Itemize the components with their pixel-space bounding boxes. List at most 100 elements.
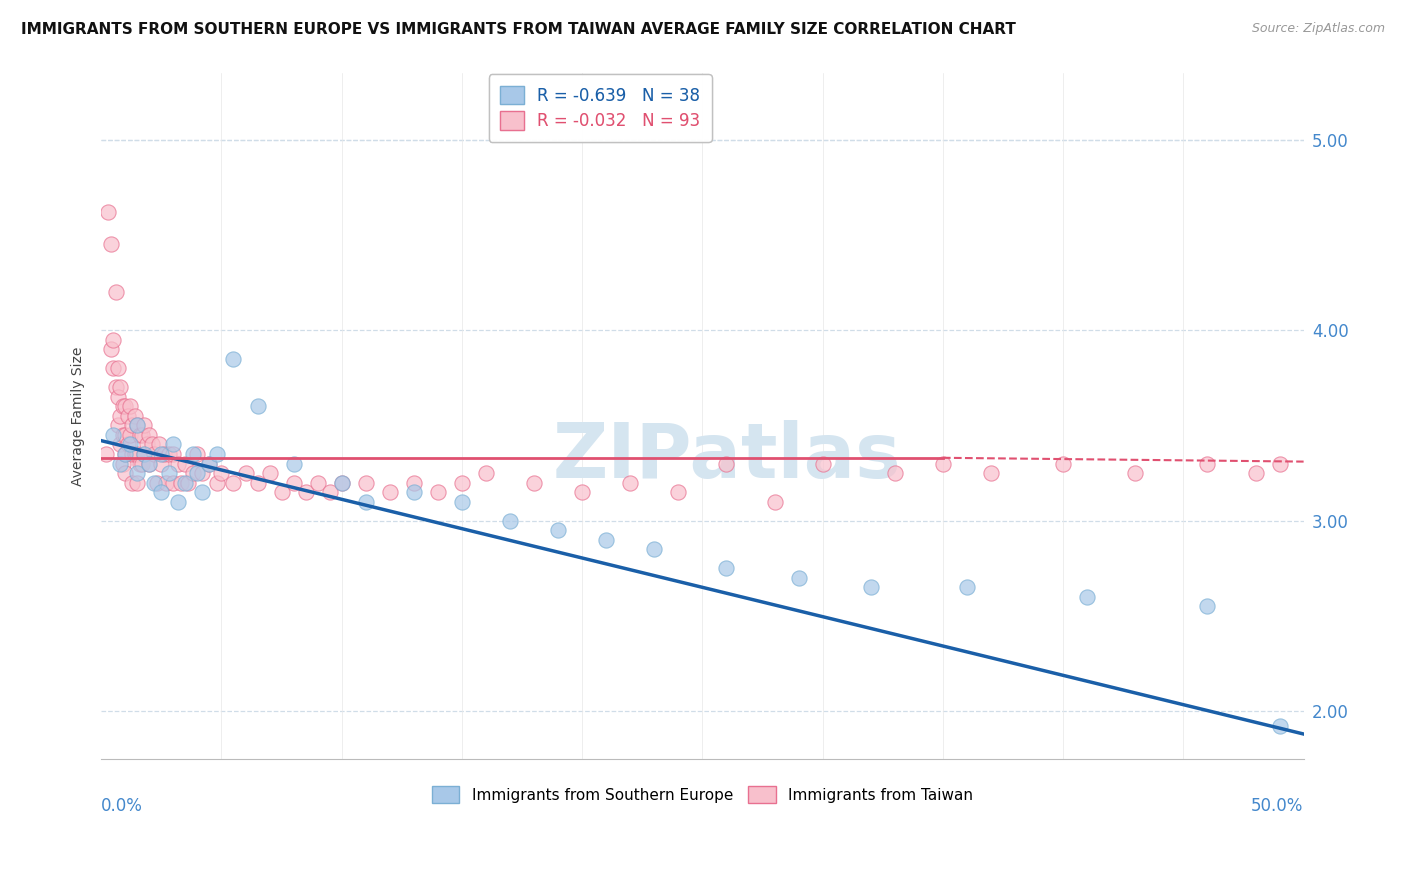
Point bbox=[451, 475, 474, 490]
Point bbox=[666, 485, 689, 500]
Point bbox=[402, 475, 425, 490]
Point bbox=[571, 485, 593, 500]
Point bbox=[110, 380, 132, 394]
Point bbox=[120, 428, 142, 442]
Point bbox=[110, 437, 132, 451]
Point bbox=[110, 409, 132, 423]
Point bbox=[763, 494, 786, 508]
Point bbox=[138, 428, 160, 442]
Point bbox=[157, 447, 180, 461]
Point bbox=[1268, 719, 1291, 733]
Point bbox=[134, 447, 156, 461]
Point bbox=[128, 428, 150, 442]
Point bbox=[595, 533, 617, 547]
Point bbox=[198, 457, 221, 471]
Point bbox=[103, 361, 125, 376]
Point bbox=[932, 457, 955, 471]
Point bbox=[111, 428, 134, 442]
Point bbox=[104, 285, 127, 299]
Point bbox=[127, 418, 149, 433]
Point bbox=[157, 466, 180, 480]
Text: IMMIGRANTS FROM SOUTHERN EUROPE VS IMMIGRANTS FROM TAIWAN AVERAGE FAMILY SIZE CO: IMMIGRANTS FROM SOUTHERN EUROPE VS IMMIG… bbox=[21, 22, 1017, 37]
Point bbox=[619, 475, 641, 490]
Point bbox=[127, 447, 149, 461]
Point bbox=[186, 466, 208, 480]
Point bbox=[162, 475, 184, 490]
Point bbox=[150, 447, 173, 461]
Point bbox=[205, 447, 228, 461]
Point bbox=[135, 437, 157, 451]
Point bbox=[177, 475, 200, 490]
Point bbox=[148, 437, 170, 451]
Point bbox=[100, 342, 122, 356]
Text: Source: ZipAtlas.com: Source: ZipAtlas.com bbox=[1251, 22, 1385, 36]
Point bbox=[114, 447, 136, 461]
Point bbox=[131, 457, 153, 471]
Point bbox=[181, 466, 204, 480]
Point bbox=[134, 447, 156, 461]
Point bbox=[1197, 457, 1219, 471]
Point bbox=[97, 205, 120, 219]
Point bbox=[716, 457, 738, 471]
Point bbox=[294, 485, 316, 500]
Point bbox=[174, 457, 197, 471]
Point bbox=[127, 418, 149, 433]
Point bbox=[1197, 599, 1219, 614]
Point bbox=[222, 475, 245, 490]
Point bbox=[143, 475, 166, 490]
Point bbox=[191, 466, 214, 480]
Point bbox=[121, 418, 143, 433]
Point bbox=[155, 475, 177, 490]
Point bbox=[186, 447, 208, 461]
Point bbox=[120, 400, 142, 414]
Point bbox=[117, 437, 139, 451]
Point bbox=[956, 580, 979, 594]
Point bbox=[138, 457, 160, 471]
Point bbox=[1268, 457, 1291, 471]
Point bbox=[162, 437, 184, 451]
Point bbox=[883, 466, 905, 480]
Point bbox=[499, 514, 522, 528]
Point bbox=[475, 466, 498, 480]
Point bbox=[859, 580, 882, 594]
Point bbox=[150, 457, 173, 471]
Point bbox=[547, 523, 569, 537]
Point bbox=[716, 561, 738, 575]
Point bbox=[114, 428, 136, 442]
Point bbox=[152, 447, 174, 461]
Point bbox=[451, 494, 474, 508]
Point bbox=[138, 457, 160, 471]
Point bbox=[191, 485, 214, 500]
Point bbox=[402, 485, 425, 500]
Point bbox=[354, 475, 377, 490]
Point bbox=[354, 494, 377, 508]
Point bbox=[980, 466, 1002, 480]
Point bbox=[181, 447, 204, 461]
Point bbox=[162, 447, 184, 461]
Point bbox=[128, 457, 150, 471]
Text: ZIPatlas: ZIPatlas bbox=[553, 420, 901, 494]
Point bbox=[167, 457, 190, 471]
Point bbox=[131, 428, 153, 442]
Point bbox=[120, 437, 142, 451]
Legend: R = -0.639   N = 38, R = -0.032   N = 93: R = -0.639 N = 38, R = -0.032 N = 93 bbox=[489, 74, 711, 142]
Point bbox=[114, 400, 136, 414]
Point bbox=[103, 333, 125, 347]
Point bbox=[169, 475, 191, 490]
Point bbox=[114, 466, 136, 480]
Point bbox=[1076, 590, 1098, 604]
Point bbox=[141, 437, 163, 451]
Point bbox=[150, 485, 173, 500]
Point bbox=[121, 447, 143, 461]
Point bbox=[205, 475, 228, 490]
Point bbox=[104, 380, 127, 394]
Point bbox=[103, 428, 125, 442]
Point bbox=[330, 475, 353, 490]
Point bbox=[107, 390, 129, 404]
Y-axis label: Average Family Size: Average Family Size bbox=[72, 346, 86, 485]
Point bbox=[110, 457, 132, 471]
Point bbox=[174, 475, 197, 490]
Point bbox=[811, 457, 834, 471]
Point bbox=[246, 475, 269, 490]
Point bbox=[100, 237, 122, 252]
